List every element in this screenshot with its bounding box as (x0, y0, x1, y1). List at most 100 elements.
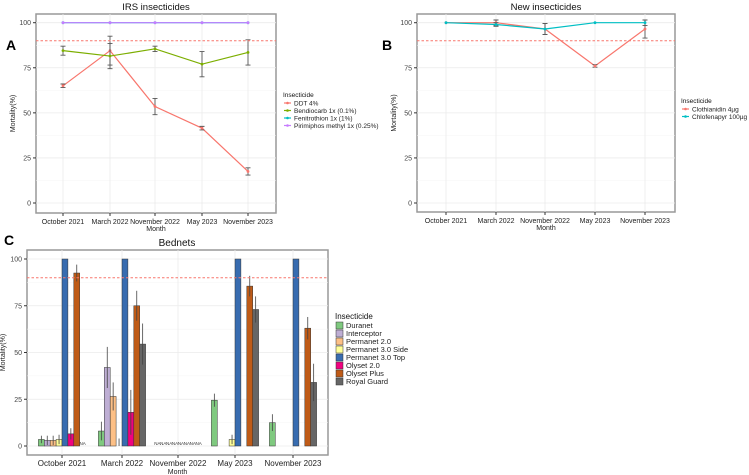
data-point (494, 23, 498, 26)
data-point (246, 170, 250, 173)
bar (121, 258, 129, 447)
data-point (246, 21, 250, 25)
x-axis-label: Month (536, 225, 556, 232)
x-axis-label: Month (168, 469, 188, 475)
na-label: NA (178, 441, 184, 446)
legend-label: Royal Guard (346, 377, 388, 386)
panel-label: C (4, 232, 14, 248)
legend-swatch (335, 361, 344, 370)
data-point (153, 105, 157, 108)
bar (304, 327, 311, 447)
data-point (108, 54, 112, 58)
data-point (246, 51, 250, 54)
y-tick-label: 50 (23, 110, 31, 117)
data-point (543, 27, 547, 31)
y-axis-label: Mortality(%) (10, 95, 17, 132)
data-point (153, 21, 157, 25)
x-tick-label: May 2023 (217, 459, 253, 468)
data-point (61, 21, 65, 25)
legend-title: Insecticide (335, 312, 373, 321)
legend-label: Duranet (346, 321, 374, 330)
data-point (643, 27, 647, 31)
y-tick-label: 100 (19, 20, 31, 27)
legend-title: Insecticide (681, 98, 712, 105)
legend-label: Olyset Plus (346, 369, 384, 378)
legend-swatch-point (286, 116, 289, 120)
na-label: NA (196, 441, 202, 446)
legend-label: Clothianidin 4µg (692, 106, 739, 113)
panel-label: A (6, 37, 16, 53)
legend-swatch-point (286, 124, 289, 127)
bar (61, 258, 69, 447)
x-tick-label: October 2021 (425, 218, 468, 225)
legend-label: Permanet 3.0 Top (346, 353, 405, 362)
data-point (593, 21, 597, 25)
y-tick-label: 25 (14, 397, 22, 404)
data-point (200, 126, 204, 130)
legend-label: Olyset 2.0 (346, 361, 380, 370)
legend-title: Insecticide (283, 92, 314, 99)
legend-swatch (335, 321, 344, 330)
y-tick-label: 75 (14, 303, 22, 310)
x-tick-label: November 2022 (130, 219, 180, 226)
legend-swatch-point (684, 115, 687, 118)
legend-label: Bendiocarb 1x (0.1%) (294, 108, 357, 115)
legend-label: Permanet 3.0 Side (346, 345, 408, 354)
data-point (200, 62, 204, 66)
na-label: NA (184, 441, 190, 446)
data-point (61, 84, 65, 88)
panel-label: B (382, 37, 392, 53)
na-label: NA (154, 441, 160, 446)
legend-label: Chlofenapyr 100µg (692, 114, 747, 121)
y-tick-label: 100 (10, 257, 22, 264)
y-tick-label: 25 (404, 155, 412, 162)
data-point (593, 64, 597, 68)
chart-title: IRS insecticides (122, 2, 190, 13)
y-tick-label: 100 (400, 20, 412, 27)
chart-title: New insecticides (511, 2, 582, 13)
legend-swatch (335, 329, 344, 338)
legend-label: Pirimiphos methyl 1x (0.25%) (294, 123, 379, 130)
data-point (643, 21, 647, 25)
legend-label: DDT 4% (294, 100, 319, 107)
y-tick-label: 0 (27, 201, 31, 208)
x-tick-label: November 2023 (223, 219, 273, 226)
legend-swatch-point (286, 101, 289, 105)
y-tick-label: 75 (404, 65, 412, 72)
legend-swatch-point (286, 109, 289, 112)
x-tick-label: November 2022 (520, 218, 570, 225)
y-axis-label: Mortality(%) (391, 94, 398, 131)
x-tick-label: March 2022 (101, 459, 144, 468)
data-point (61, 49, 65, 53)
x-tick-label: October 2021 (38, 459, 87, 468)
bar (292, 258, 300, 447)
data-point (108, 21, 112, 25)
y-tick-label: 50 (14, 350, 22, 357)
y-tick-label: 25 (23, 155, 31, 162)
y-tick-label: 50 (404, 110, 412, 117)
x-tick-label: November 2022 (150, 459, 207, 468)
data-point (153, 47, 157, 51)
data-point (444, 21, 448, 25)
legend-label: Interceptor (346, 329, 382, 338)
x-tick-label: March 2022 (92, 219, 129, 226)
plot-area (35, 13, 277, 214)
y-tick-label: 0 (408, 201, 412, 208)
bar (133, 305, 140, 447)
chart-title: Bednets (159, 238, 196, 249)
legend-swatch (335, 377, 344, 386)
data-point (200, 21, 204, 25)
legend-label: Fenitrothion 1x (1%) (294, 115, 353, 122)
na-label: NA (190, 441, 196, 446)
na-label: NA (172, 441, 178, 446)
na-label: NA (160, 441, 166, 446)
x-axis-label: Month (146, 226, 166, 233)
legend-swatch (335, 369, 344, 378)
bar (73, 272, 80, 447)
x-tick-label: May 2023 (187, 219, 218, 226)
na-label: NA (80, 441, 86, 446)
x-tick-label: November 2023 (265, 459, 322, 468)
bar (252, 309, 259, 447)
